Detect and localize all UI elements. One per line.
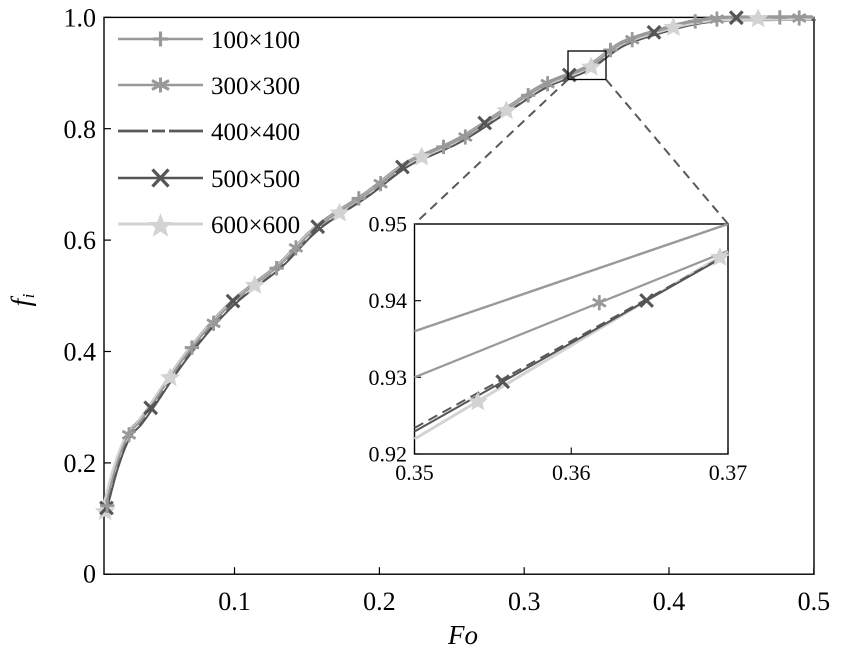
svg-text:0.1: 0.1 (218, 587, 251, 616)
svg-text:100×100: 100×100 (211, 27, 300, 54)
svg-text:300×300: 300×300 (211, 73, 300, 100)
svg-text:500×500: 500×500 (211, 166, 300, 193)
svg-text:0.2: 0.2 (363, 587, 396, 616)
svg-text:0.37: 0.37 (709, 460, 748, 485)
svg-text:0.8: 0.8 (64, 115, 97, 144)
svg-text:0.6: 0.6 (64, 226, 97, 255)
svg-text:0.4: 0.4 (64, 338, 97, 367)
svg-text:0.36: 0.36 (552, 460, 591, 485)
svg-text:0.3: 0.3 (508, 587, 541, 616)
svg-text:fi: fi (6, 293, 38, 306)
svg-text:0.93: 0.93 (369, 365, 408, 390)
svg-text:0: 0 (83, 560, 96, 589)
svg-text:0.2: 0.2 (64, 449, 97, 478)
svg-text:0.5: 0.5 (798, 587, 831, 616)
svg-text:0.95: 0.95 (369, 212, 408, 237)
svg-text:0.94: 0.94 (369, 288, 408, 313)
svg-text:0.4: 0.4 (653, 587, 686, 616)
svg-text:0.35: 0.35 (395, 460, 434, 485)
svg-text:400×400: 400×400 (211, 119, 300, 146)
svg-text:Fo: Fo (447, 620, 478, 650)
svg-text:600×600: 600×600 (211, 212, 300, 239)
svg-text:1.0: 1.0 (64, 4, 97, 33)
